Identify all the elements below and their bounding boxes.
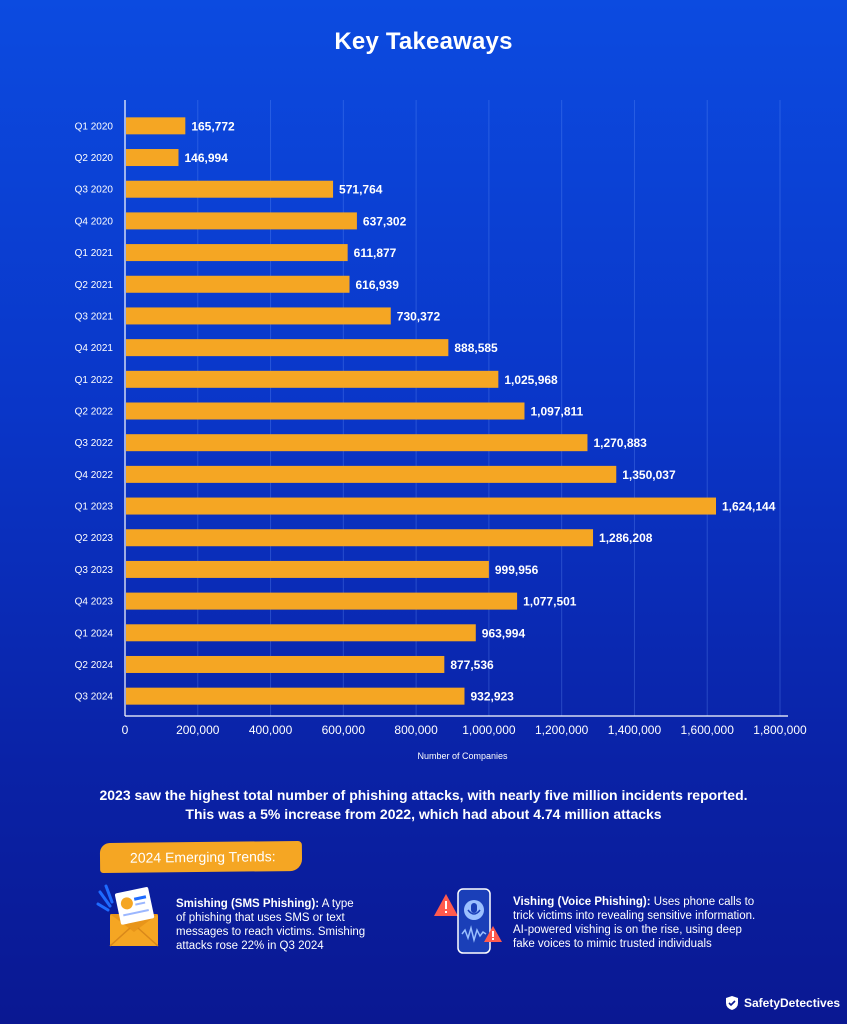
x-tick-label: 1,400,000 xyxy=(608,723,662,737)
category-label: Q1 2022 xyxy=(75,375,114,386)
value-label: 1,077,501 xyxy=(523,595,577,609)
bar xyxy=(126,180,334,198)
value-label: 1,286,208 xyxy=(599,531,653,545)
category-label: Q1 2023 xyxy=(75,502,114,513)
summary-text: 2023 saw the highest total number of phi… xyxy=(99,787,748,822)
value-label: 637,302 xyxy=(363,214,407,228)
bar xyxy=(126,370,499,388)
value-label: 165,772 xyxy=(191,119,235,133)
category-label: Q4 2021 xyxy=(75,343,114,354)
bar xyxy=(126,560,489,578)
category-label: Q2 2022 xyxy=(75,407,114,418)
x-tick-label: 400,000 xyxy=(249,723,293,737)
bar-chart: Q1 2020 165,772 Q2 2020 146,994 Q3 2020 571,7… xyxy=(75,100,807,761)
category-label: Q1 2024 xyxy=(75,628,114,639)
value-label: 963,994 xyxy=(482,626,526,640)
x-tick-label: 1,000,000 xyxy=(462,723,516,737)
bar xyxy=(126,275,350,293)
bar xyxy=(126,339,449,357)
category-label: Q3 2024 xyxy=(75,692,114,703)
value-label: 1,624,144 xyxy=(722,500,776,514)
category-label: Q3 2021 xyxy=(75,311,114,322)
bar xyxy=(126,402,525,420)
value-label: 1,350,037 xyxy=(622,468,676,482)
x-axis-title: Number of Companies xyxy=(417,751,508,761)
vishing-trend: Vishing (Voice Phishing): Uses phone cal… xyxy=(513,895,763,951)
category-label: Q4 2020 xyxy=(75,216,114,227)
x-tick-label: 600,000 xyxy=(322,723,366,737)
bar xyxy=(126,529,594,547)
bar xyxy=(126,244,348,262)
shield-check-icon xyxy=(726,996,738,1010)
bar xyxy=(126,465,617,483)
x-tick-label: 1,800,000 xyxy=(753,723,807,737)
category-label: Q1 2020 xyxy=(75,121,114,132)
value-label: 616,939 xyxy=(355,278,399,292)
vishing-title: Vishing (Voice Phishing): xyxy=(513,896,651,908)
page-title: Key Takeaways xyxy=(334,28,513,55)
trends-heading-badge: 2024 Emerging Trends: xyxy=(99,840,303,874)
category-label: Q3 2020 xyxy=(75,185,114,196)
value-label: 888,585 xyxy=(454,341,498,355)
brand-name: SafetyDetectives xyxy=(744,996,841,1010)
x-tick-label: 200,000 xyxy=(176,723,220,737)
phone-warning-icon xyxy=(432,886,512,963)
value-label: 1,097,811 xyxy=(530,405,583,419)
x-tick-label: 800,000 xyxy=(394,723,438,737)
category-label: Q4 2023 xyxy=(75,597,114,608)
value-label: 611,877 xyxy=(354,246,397,260)
bar xyxy=(126,687,465,705)
bar xyxy=(126,434,588,452)
smishing-trend: Smishing (SMS Phishing): A type of phish… xyxy=(176,897,366,953)
bar xyxy=(126,624,476,642)
smishing-title: Smishing (SMS Phishing): xyxy=(176,898,320,910)
category-label: Q2 2020 xyxy=(75,153,114,164)
value-label: 146,994 xyxy=(184,151,228,165)
value-label: 1,025,968 xyxy=(504,373,558,387)
bar xyxy=(126,307,391,325)
value-label: 932,923 xyxy=(470,690,514,704)
bar xyxy=(126,592,518,610)
sms-envelope-icon xyxy=(96,884,162,955)
category-label: Q2 2021 xyxy=(75,280,114,291)
bar xyxy=(126,117,186,135)
value-label: 571,764 xyxy=(339,183,383,197)
value-label: 1,270,883 xyxy=(593,436,647,450)
value-label: 877,536 xyxy=(450,658,494,672)
brand-logo: SafetyDetectives xyxy=(724,995,840,1011)
x-tick-label: 1,200,000 xyxy=(535,723,589,737)
category-label: Q2 2024 xyxy=(75,660,114,671)
category-label: Q3 2022 xyxy=(75,438,114,449)
bar xyxy=(126,212,357,230)
value-label: 730,372 xyxy=(397,309,441,323)
x-tick-label: 0 xyxy=(122,723,129,737)
bar xyxy=(126,655,445,673)
value-label: 999,956 xyxy=(495,563,539,577)
x-tick-label: 1,600,000 xyxy=(681,723,735,737)
bar xyxy=(126,149,179,167)
bar xyxy=(126,497,717,515)
category-label: Q2 2023 xyxy=(75,533,114,544)
category-label: Q3 2023 xyxy=(75,565,114,576)
category-label: Q1 2021 xyxy=(75,248,114,259)
vishing-text: Uses phone calls to trick victims into r… xyxy=(513,896,756,950)
trends-heading: 2024 Emerging Trends: xyxy=(129,848,276,866)
smishing-text: A type of phishing that uses SMS or text… xyxy=(176,898,366,952)
category-label: Q4 2022 xyxy=(75,470,114,481)
